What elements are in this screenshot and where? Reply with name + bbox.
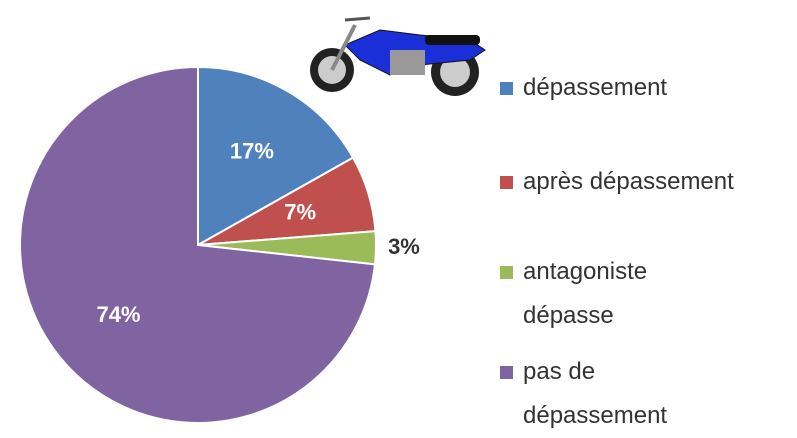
legend-item: antagoniste dépasse xyxy=(500,250,790,338)
legend-item: dépassement xyxy=(500,66,790,110)
legend-item: pas de dépassement xyxy=(500,350,790,438)
data-label: 17% xyxy=(230,139,274,164)
legend-swatch xyxy=(500,82,513,95)
legend-swatch xyxy=(500,366,513,379)
data-label: 3% xyxy=(388,234,420,259)
legend-swatch xyxy=(500,176,513,189)
data-label: 74% xyxy=(96,302,140,327)
legend-swatch xyxy=(500,266,513,279)
page: {"chart_data": {"type": "pie", "categori… xyxy=(0,0,797,424)
legend-label: pas de dépassement xyxy=(523,350,673,438)
legend-label: antagoniste dépasse xyxy=(523,250,673,338)
motorcycle-illustration xyxy=(310,18,485,96)
legend-label: après dépassement xyxy=(523,160,753,204)
legend-item: après dépassement xyxy=(500,160,790,204)
legend-label: dépassement xyxy=(523,66,753,110)
data-label: 7% xyxy=(284,200,316,225)
